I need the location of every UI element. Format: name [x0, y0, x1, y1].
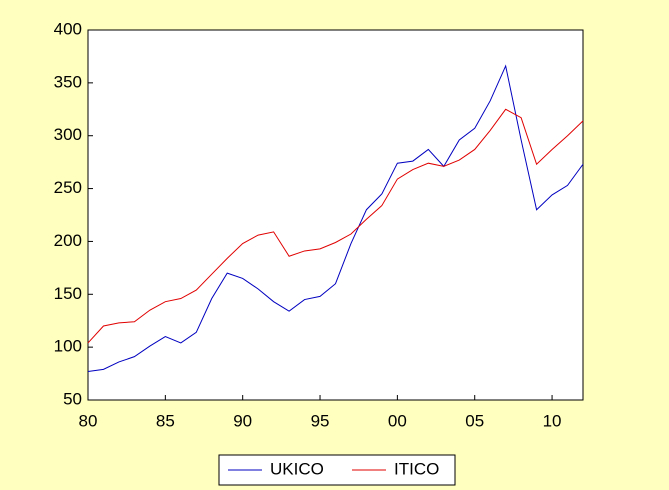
- y-tick-label: 150: [54, 284, 82, 303]
- x-tick-label: 90: [233, 411, 252, 430]
- x-tick-label: 00: [388, 411, 407, 430]
- series-line: [87, 64, 584, 372]
- legend-label: UKICO: [270, 459, 324, 478]
- y-tick-label: 350: [54, 72, 82, 91]
- y-tick-label: 250: [54, 178, 82, 197]
- y-tick-label: 100: [54, 337, 82, 356]
- y-tick-label: 50: [63, 389, 82, 408]
- x-tick-label: 05: [465, 411, 484, 430]
- y-tick-label: 200: [54, 231, 82, 250]
- x-tick-label: 85: [156, 411, 175, 430]
- y-tick-label: 300: [54, 125, 82, 144]
- x-tick-label: 80: [79, 411, 98, 430]
- x-tick-label: 10: [543, 411, 562, 430]
- y-tick-label: 400: [54, 19, 82, 38]
- x-tick-label: 95: [311, 411, 330, 430]
- legend-label: ITICO: [394, 459, 439, 478]
- plot-area: [87, 29, 584, 401]
- series-line: [87, 108, 584, 344]
